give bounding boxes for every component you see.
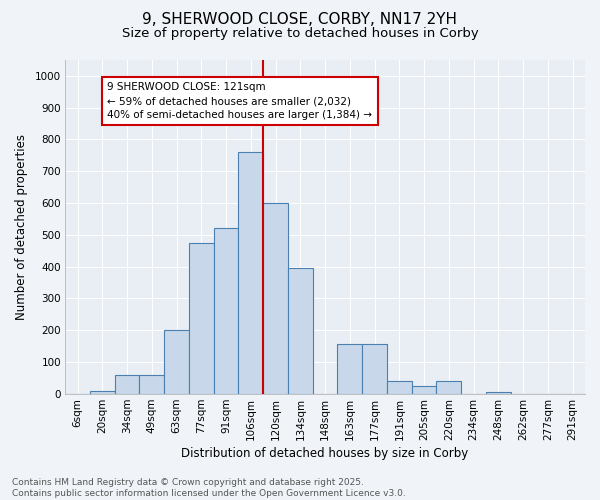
Bar [337,344,362,394]
Bar [115,374,139,394]
Text: Contains HM Land Registry data © Crown copyright and database right 2025.
Contai: Contains HM Land Registry data © Crown c… [12,478,406,498]
Bar [362,344,387,394]
Text: 9 SHERWOOD CLOSE: 121sqm
← 59% of detached houses are smaller (2,032)
40% of sem: 9 SHERWOOD CLOSE: 121sqm ← 59% of detach… [107,82,373,120]
Bar [263,203,288,394]
Bar [288,268,313,394]
Bar [412,386,436,394]
Bar [486,392,511,394]
Bar [387,381,412,394]
Text: 9, SHERWOOD CLOSE, CORBY, NN17 2YH: 9, SHERWOOD CLOSE, CORBY, NN17 2YH [143,12,458,28]
Bar [139,374,164,394]
Y-axis label: Number of detached properties: Number of detached properties [15,134,28,320]
Bar [189,243,214,394]
Bar [238,152,263,394]
Bar [436,381,461,394]
Bar [90,390,115,394]
Bar [164,330,189,394]
Text: Size of property relative to detached houses in Corby: Size of property relative to detached ho… [122,28,478,40]
Bar [214,228,238,394]
X-axis label: Distribution of detached houses by size in Corby: Distribution of detached houses by size … [181,447,469,460]
